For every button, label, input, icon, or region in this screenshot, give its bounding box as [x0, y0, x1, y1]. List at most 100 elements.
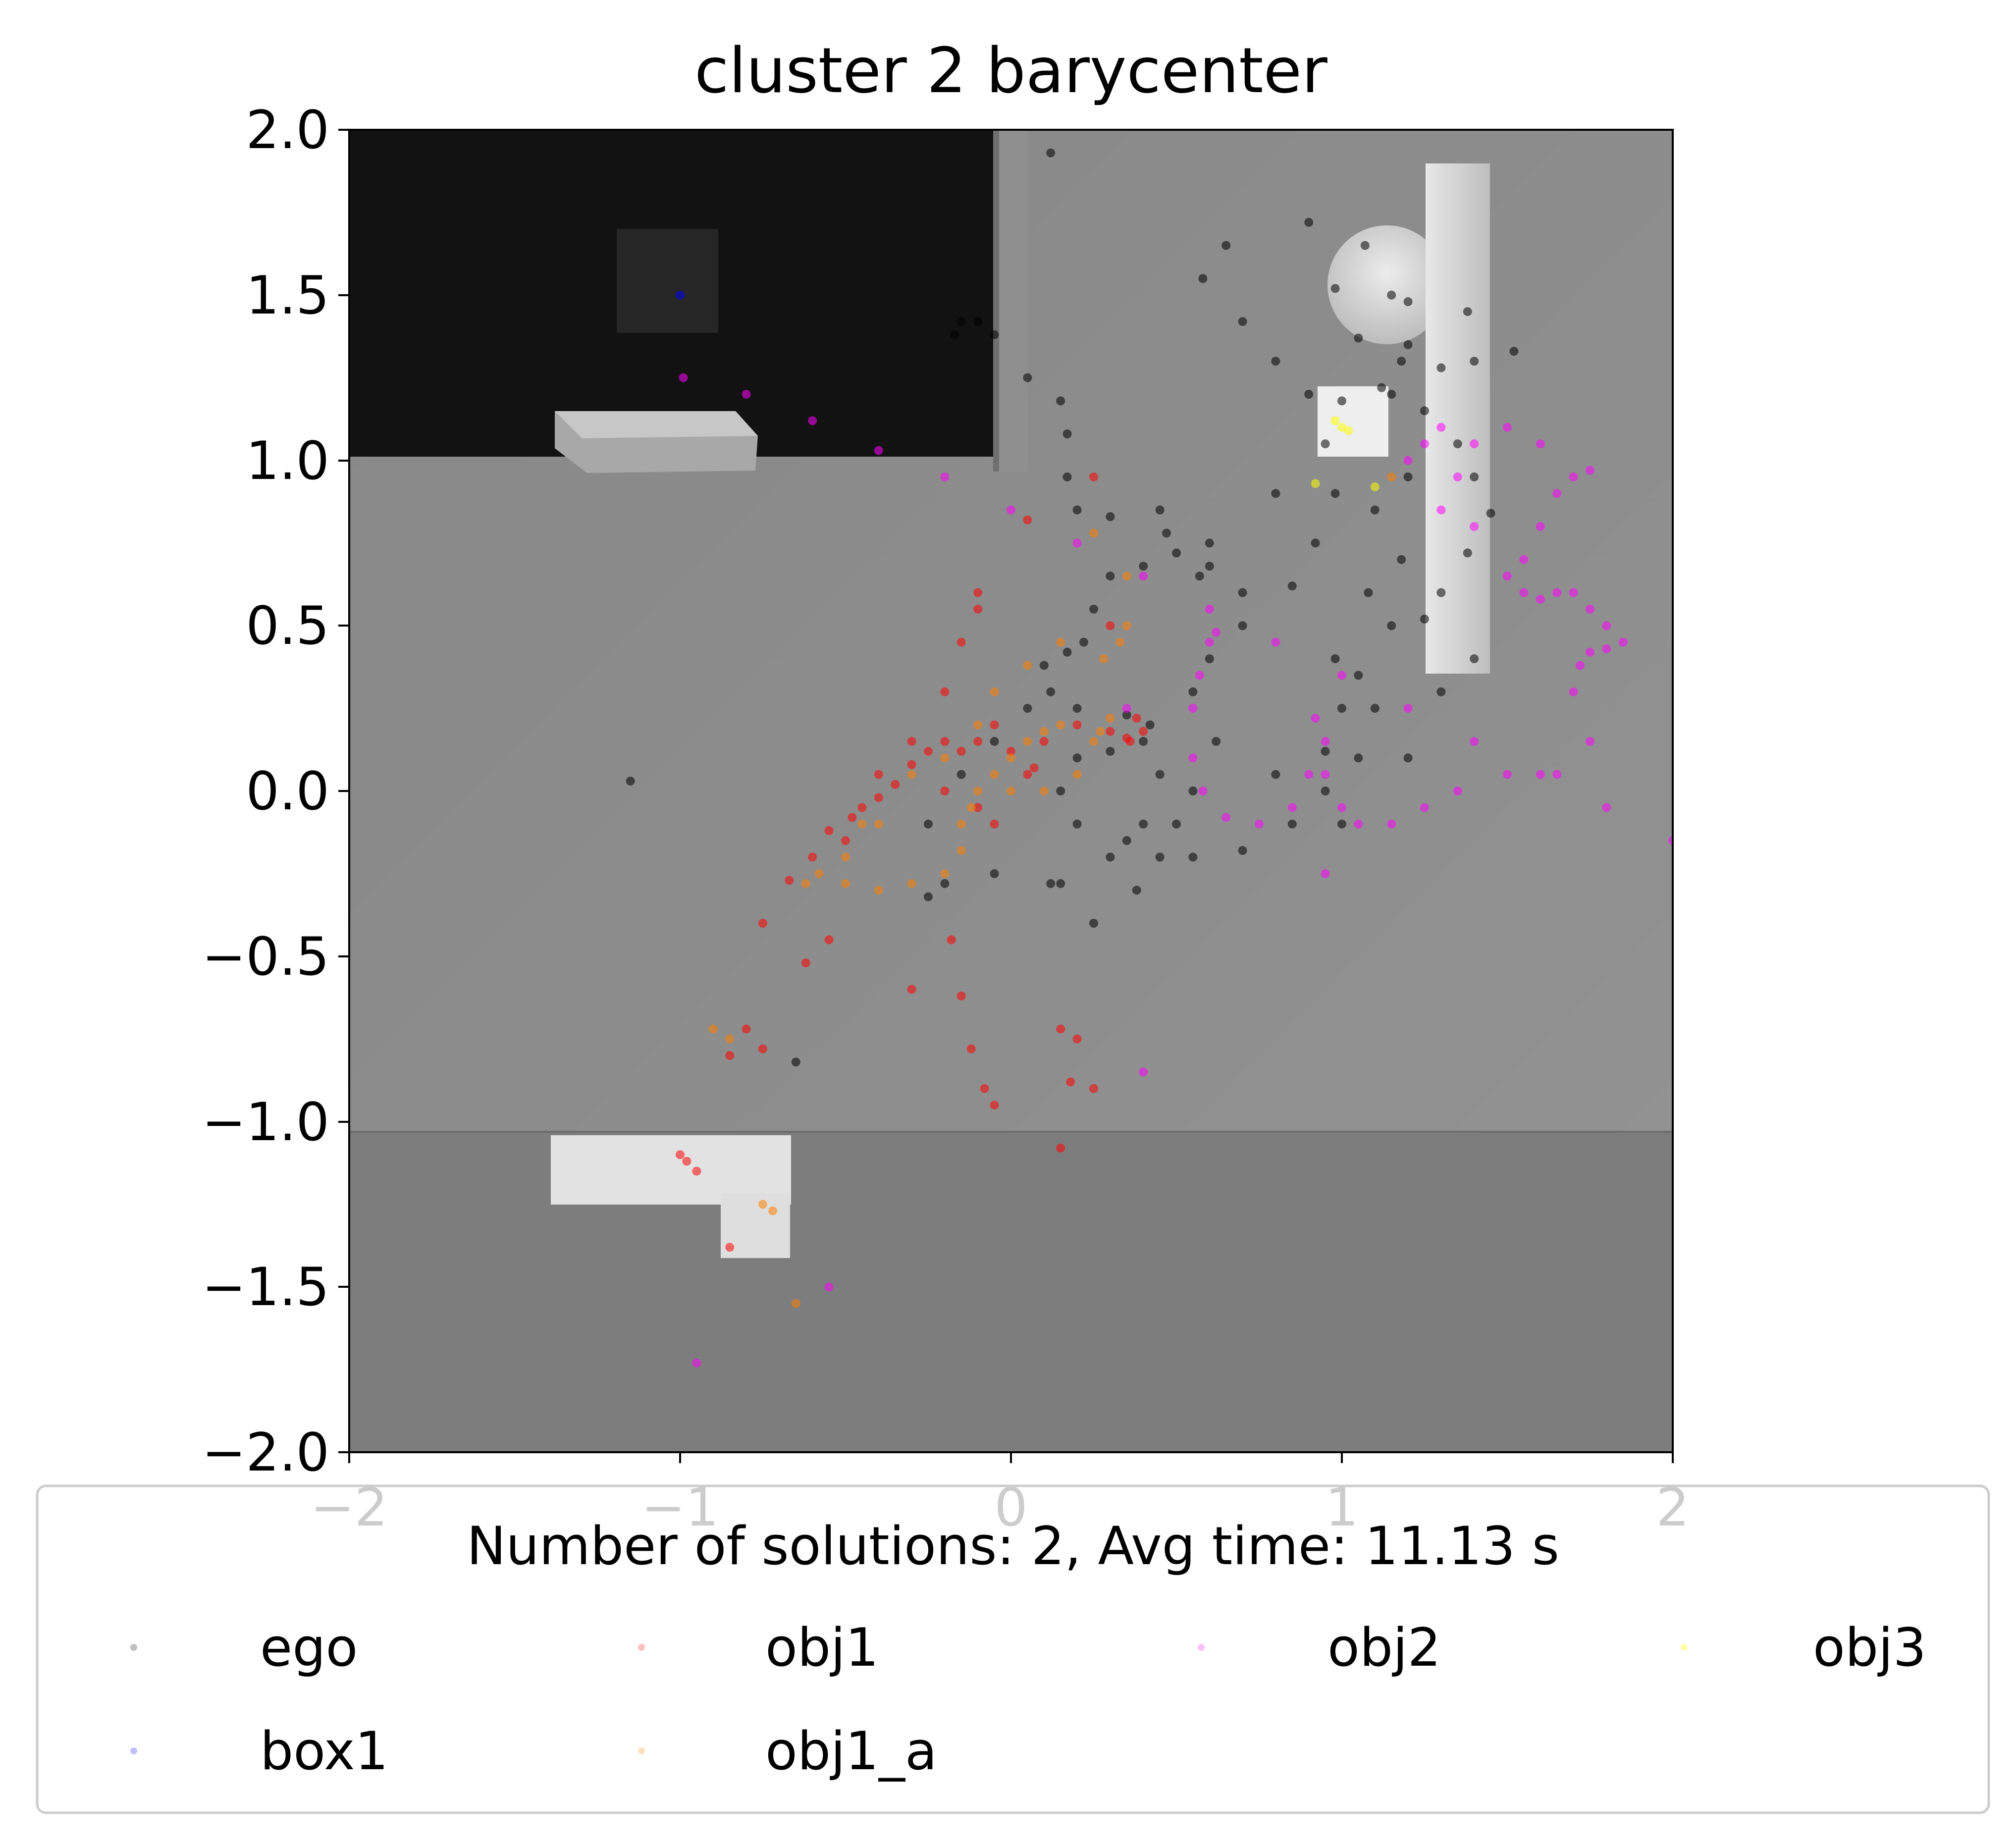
point-obj2-27: [1311, 714, 1320, 723]
point-ego-40: [1188, 852, 1198, 862]
point-obj3-3: [1311, 479, 1320, 488]
point-obj1-14: [1029, 763, 1039, 773]
point-ego-81: [1364, 588, 1373, 597]
point-ego-11: [1162, 528, 1171, 538]
point-obj2-44: [1569, 588, 1578, 597]
point-obj2-39: [1586, 647, 1594, 657]
point-ego-108: [1370, 505, 1379, 515]
point-ego-4: [1023, 373, 1032, 382]
point-obj1_a-17: [1106, 714, 1115, 723]
point-obj2-65: [824, 1282, 834, 1292]
point-obj2-62: [1503, 572, 1512, 581]
point-ego-32: [1132, 886, 1141, 895]
point-ego-77: [1271, 770, 1280, 779]
point-obj1_a-11: [1007, 753, 1015, 763]
point-ego-2: [973, 317, 983, 326]
point-obj1-38: [956, 991, 966, 1000]
point-ego-68: [1304, 390, 1314, 399]
point-obj1-27: [956, 637, 966, 647]
point-ego-100: [1271, 489, 1280, 498]
point-obj1-35: [742, 1024, 751, 1034]
point-obj2-47: [1519, 588, 1529, 597]
point-obj1-19: [1132, 714, 1141, 723]
point-obj2-8: [1205, 604, 1214, 614]
point-ego-12: [1172, 548, 1181, 558]
point-ego-21: [1046, 687, 1056, 696]
point-obj1_a-28: [841, 852, 850, 862]
point-ego-76: [1212, 737, 1221, 746]
y-tick-label: −0.5: [202, 926, 329, 987]
point-obj1-56: [824, 935, 834, 945]
y-axis: 2.0 1.5 1.0 0.5 0.0 −0.5 −1.0 −1.5 −2.0: [202, 100, 349, 1483]
point-ego-20: [1039, 661, 1049, 670]
legend-title: Number of solutions: 2, Avg time: 11.13 …: [467, 1516, 1559, 1577]
legend-marker-ego: [130, 1644, 137, 1651]
y-tick-label: 0.0: [246, 761, 329, 822]
point-ego-31: [1155, 852, 1165, 862]
point-ego-88: [924, 892, 933, 901]
room-lower-section: [349, 1132, 1673, 1452]
point-ego-46: [1354, 671, 1363, 680]
point-ego-5: [1056, 396, 1065, 406]
point-ego-56: [1463, 307, 1472, 316]
point-obj1_a-15: [1089, 737, 1098, 746]
point-ego-14: [1195, 572, 1204, 581]
point-obj1_a-0: [801, 879, 810, 888]
point-obj2-7: [1139, 572, 1148, 581]
point-ego-85: [990, 737, 999, 746]
point-ego-54: [1387, 390, 1396, 399]
point-ego-64: [1221, 241, 1231, 250]
point-obj1_a-10: [990, 770, 999, 779]
point-obj2-32: [1420, 803, 1429, 812]
point-obj1-42: [990, 1101, 999, 1110]
point-obj1-32: [990, 819, 999, 829]
point-obj2-36: [1586, 737, 1594, 746]
point-obj2-10: [1337, 671, 1346, 680]
legend-marker-obj3: [1681, 1644, 1688, 1651]
point-obj1-41: [980, 1084, 989, 1093]
point-obj1_a-39: [1122, 572, 1131, 581]
plot-area: [349, 130, 1673, 1452]
point-obj2-56: [1453, 472, 1462, 481]
legend-label-obj1: obj1: [765, 1617, 879, 1678]
point-obj1-17: [1106, 727, 1115, 736]
point-ego-90: [990, 869, 999, 878]
point-obj2-46: [1536, 594, 1545, 604]
point-ego-25: [1139, 737, 1148, 746]
series-ego: [626, 148, 1519, 1067]
point-obj1-55: [758, 919, 767, 928]
legend-label-box1: box1: [260, 1721, 388, 1782]
legend-marker-obj2: [1198, 1644, 1205, 1651]
point-obj1_a-12: [1023, 737, 1032, 746]
point-obj1_a-8: [966, 803, 976, 812]
point-obj2-49: [1536, 522, 1545, 531]
point-ego-23: [1122, 710, 1131, 720]
point-obj1_a-34: [725, 1034, 735, 1044]
point-ego-94: [1046, 148, 1056, 158]
point-obj1-46: [1089, 1084, 1098, 1093]
point-obj1_a-33: [708, 1024, 718, 1034]
point-ego-8: [1072, 505, 1082, 515]
point-ego-53: [1420, 406, 1429, 416]
point-obj2-31: [1387, 819, 1396, 829]
point-ego-48: [1436, 588, 1446, 597]
point-ego-98: [1377, 383, 1386, 392]
point-ego-13: [1205, 562, 1214, 571]
point-ego-49: [1463, 548, 1472, 558]
point-ego-87: [924, 819, 933, 829]
point-ego-80: [1330, 654, 1340, 663]
point-obj2-15: [1668, 836, 1673, 845]
point-ego-45: [1370, 704, 1379, 713]
point-ego-35: [1106, 852, 1115, 862]
point-ego-55: [1403, 340, 1413, 349]
point-ego-43: [1321, 787, 1330, 795]
point-obj1-50: [692, 1166, 701, 1176]
point-obj2-54: [1503, 422, 1512, 432]
point-obj2-6: [1072, 538, 1082, 548]
point-ego-27: [1072, 753, 1082, 763]
point-obj1-23: [857, 803, 867, 812]
point-ego-63: [1304, 217, 1314, 227]
point-obj2-33: [1453, 787, 1462, 795]
point-ego-47: [1387, 621, 1396, 631]
